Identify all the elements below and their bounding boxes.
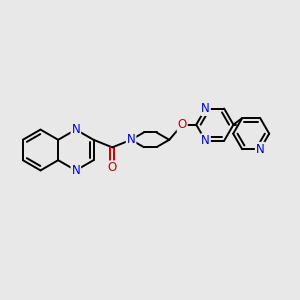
Text: N: N <box>127 133 136 146</box>
Text: N: N <box>201 134 210 147</box>
Text: N: N <box>256 143 265 156</box>
Text: O: O <box>108 161 117 174</box>
Text: N: N <box>201 102 210 115</box>
Text: N: N <box>71 123 80 136</box>
Text: O: O <box>178 118 187 131</box>
Text: N: N <box>71 164 80 177</box>
